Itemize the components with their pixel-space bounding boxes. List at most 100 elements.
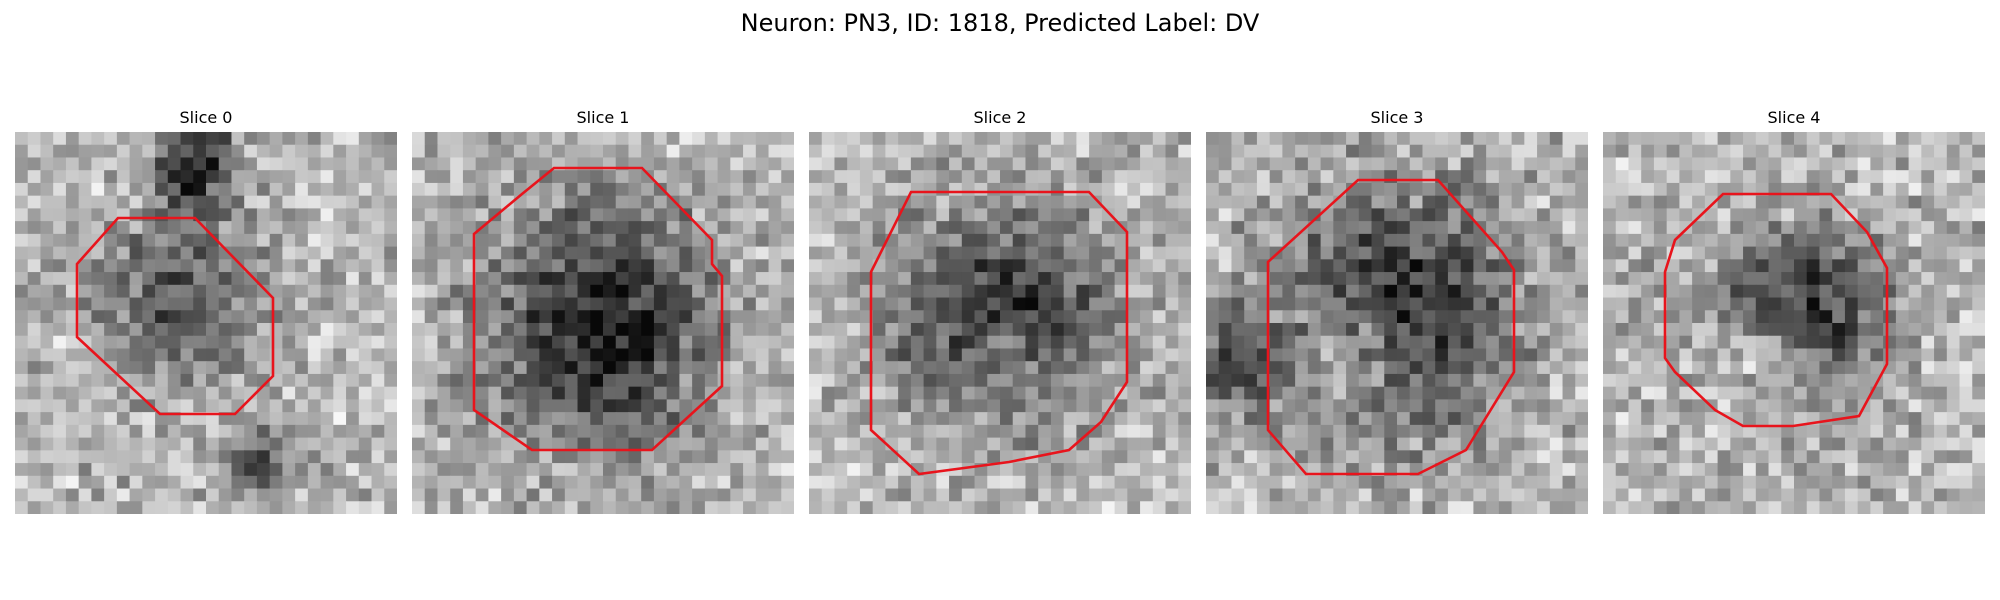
pixel: [1218, 463, 1233, 477]
pixel: [1165, 361, 1179, 375]
pixel: [974, 386, 988, 400]
pixel: [1704, 463, 1719, 477]
pixel: [961, 208, 976, 222]
pixel: [1371, 132, 1385, 146]
pixel: [755, 233, 770, 248]
pixel: [603, 373, 617, 388]
pixel: [333, 488, 347, 502]
pixel: [1653, 501, 1668, 514]
pixel: [1384, 246, 1398, 260]
pixel: [206, 272, 220, 286]
pixel: [552, 310, 566, 324]
pixel: [1000, 412, 1014, 426]
pixel: [809, 361, 823, 375]
pixel: [1615, 284, 1630, 299]
pixel: [1152, 310, 1167, 324]
pixel: [1435, 399, 1449, 413]
pixel: [1743, 221, 1757, 235]
pixel: [679, 501, 693, 514]
pixel: [1704, 182, 1719, 197]
pixel: [1524, 132, 1538, 146]
pixel: [116, 323, 131, 337]
pixel: [65, 424, 80, 439]
pixel: [1384, 170, 1398, 184]
pixel: [424, 399, 439, 413]
pixel: [1282, 323, 1296, 337]
pixel: [590, 182, 604, 197]
pixel: [704, 297, 719, 311]
pixel: [1562, 323, 1576, 337]
pixel: [1603, 284, 1617, 299]
pixel: [1256, 144, 1271, 159]
pixel: [320, 157, 334, 171]
pixel: [244, 437, 258, 451]
pixel: [1422, 348, 1436, 362]
pixel: [1486, 348, 1500, 362]
pixel: [1435, 170, 1449, 184]
pixel: [1806, 437, 1821, 451]
pixel: [1063, 259, 1077, 273]
pixel: [1346, 475, 1360, 490]
pixel: [1447, 399, 1462, 413]
pixel: [1781, 170, 1795, 184]
pixel: [1371, 361, 1385, 375]
slice-panel-3: Slice 3: [1206, 108, 1588, 514]
pixel: [1794, 463, 1808, 477]
pixel: [1256, 182, 1271, 197]
pixel: [1460, 284, 1474, 299]
pixel: [1050, 488, 1065, 502]
pixel: [859, 182, 874, 197]
pixel: [129, 170, 143, 184]
pixel: [1781, 221, 1795, 235]
pixel: [1165, 348, 1179, 362]
pixel: [1717, 221, 1731, 235]
pixel: [653, 424, 668, 439]
pixel: [552, 195, 566, 209]
pixel: [167, 221, 182, 235]
pixel: [1218, 157, 1233, 171]
pixel: [1371, 424, 1385, 439]
pixel: [27, 170, 42, 184]
pixel: [564, 323, 579, 337]
pixel: [91, 284, 105, 299]
pixel: [974, 437, 988, 451]
pixel: [1307, 437, 1322, 451]
pixel: [590, 323, 604, 337]
pixel: [653, 501, 668, 514]
pixel: [755, 246, 770, 260]
pixel: [1562, 399, 1576, 413]
pixel: [1679, 132, 1693, 146]
pixel: [615, 348, 630, 362]
pixel: [1256, 170, 1271, 184]
pixel: [1794, 297, 1808, 311]
pixel: [1307, 144, 1322, 159]
pixel: [1012, 272, 1027, 286]
pixel: [1486, 132, 1500, 146]
pixel: [1934, 335, 1948, 350]
pixel: [282, 412, 296, 426]
pixel: [437, 221, 451, 235]
pixel: [1883, 348, 1897, 362]
pixel: [1397, 157, 1411, 171]
pixel: [1165, 284, 1179, 299]
pixel: [1218, 361, 1233, 375]
pixel: [949, 157, 963, 171]
pixel: [269, 463, 283, 477]
pixel: [1743, 335, 1757, 350]
pixel: [1768, 501, 1782, 514]
pixel: [692, 272, 706, 286]
pixel: [885, 463, 899, 477]
pixel: [1000, 246, 1014, 260]
pixel: [768, 412, 782, 426]
pixel: [755, 361, 770, 375]
pixel: [1409, 272, 1424, 286]
pixel: [1127, 297, 1141, 311]
pixel: [1870, 182, 1884, 197]
pixel: [116, 335, 131, 350]
pixel: [142, 475, 156, 490]
pixel: [1165, 488, 1179, 502]
pixel: [809, 182, 823, 197]
pixel: [1178, 450, 1191, 464]
pixel: [653, 233, 668, 248]
pixel: [704, 195, 719, 209]
